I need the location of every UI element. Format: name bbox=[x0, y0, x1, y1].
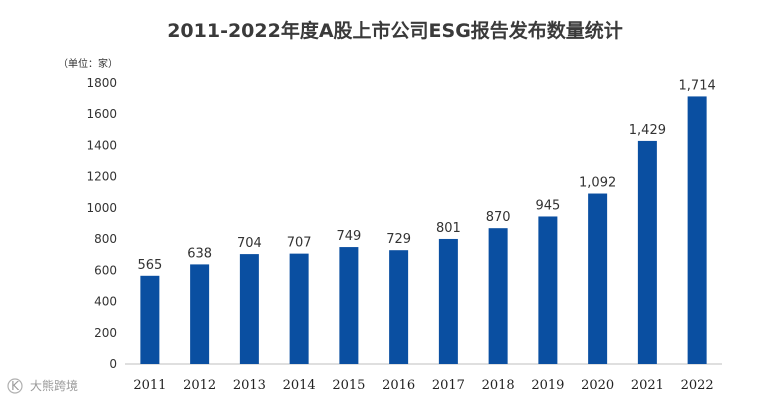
x-tick-label: 2021 bbox=[631, 378, 664, 393]
x-axis-ticks: 2011 2012 2013 2014 2015 2016 2017 2018 2019 2020… bbox=[133, 378, 713, 393]
data-labels: 565 638 704 707 749 729 801 870 945 1,092 1,429 1,7… bbox=[137, 78, 715, 272]
x-tick-label: 2014 bbox=[283, 378, 316, 393]
x-tick-label: 2022 bbox=[681, 378, 714, 393]
y-tick-label: 200 bbox=[94, 326, 117, 340]
data-label-2016: 729 bbox=[386, 232, 411, 247]
data-label-2012: 638 bbox=[187, 246, 212, 261]
x-tick-label: 2011 bbox=[133, 378, 166, 393]
x-tick-label: 2018 bbox=[482, 378, 515, 393]
bar-2020 bbox=[588, 193, 608, 364]
watermark: K 大熊跨境 bbox=[7, 378, 78, 394]
watermark-logo-icon bbox=[7, 378, 23, 394]
data-label-2015: 749 bbox=[336, 229, 361, 244]
data-label-2011: 565 bbox=[137, 258, 162, 273]
x-tick-label: 2015 bbox=[332, 378, 365, 393]
watermark-logo-letter: K bbox=[11, 379, 20, 393]
data-label-2014: 707 bbox=[287, 236, 312, 251]
y-tick-label: 1600 bbox=[86, 107, 117, 121]
x-tick-label: 2013 bbox=[233, 378, 266, 393]
data-label-2019: 945 bbox=[535, 198, 560, 213]
unit-label: （单位：家） bbox=[58, 57, 118, 70]
y-tick-label: 800 bbox=[94, 232, 117, 246]
bar-2021 bbox=[637, 140, 657, 364]
bar-2016 bbox=[389, 250, 409, 364]
y-tick-label: 600 bbox=[94, 263, 117, 277]
chart-title: 2011-2022年度A股上市公司ESG报告发布数量统计 bbox=[167, 19, 623, 42]
data-label-2013: 704 bbox=[237, 236, 262, 251]
data-label-2021: 1,429 bbox=[629, 123, 666, 138]
x-tick-label: 2020 bbox=[581, 378, 614, 393]
data-label-2018: 870 bbox=[486, 210, 511, 225]
x-tick-label: 2012 bbox=[183, 378, 216, 393]
data-label-2020: 1,092 bbox=[579, 176, 616, 191]
bar-2014 bbox=[289, 253, 309, 364]
data-label-2022: 1,714 bbox=[679, 78, 716, 93]
bar-2013 bbox=[239, 254, 259, 364]
y-axis-ticks: 0 200 400 600 800 1000 1200 1400 1600 1800 bbox=[86, 76, 117, 371]
x-tick-label: 2017 bbox=[432, 378, 465, 393]
bars bbox=[140, 96, 707, 365]
bar-2012 bbox=[190, 264, 210, 364]
y-tick-label: 1000 bbox=[86, 201, 117, 215]
bar-2015 bbox=[339, 247, 359, 364]
y-tick-label: 400 bbox=[94, 295, 117, 309]
y-tick-label: 1200 bbox=[86, 170, 117, 184]
bar-2022 bbox=[687, 96, 707, 365]
bar-2017 bbox=[438, 238, 458, 364]
y-tick-label: 1800 bbox=[86, 76, 117, 90]
watermark-text: 大熊跨境 bbox=[30, 378, 78, 393]
bar-2019 bbox=[538, 216, 558, 364]
x-tick-label: 2019 bbox=[531, 378, 564, 393]
y-tick-label: 1400 bbox=[86, 138, 117, 152]
bar-2018 bbox=[488, 228, 508, 364]
data-label-2017: 801 bbox=[436, 221, 461, 236]
x-tick-label: 2016 bbox=[382, 378, 415, 393]
bar-2011 bbox=[140, 275, 160, 364]
y-tick-label: 0 bbox=[109, 357, 117, 371]
